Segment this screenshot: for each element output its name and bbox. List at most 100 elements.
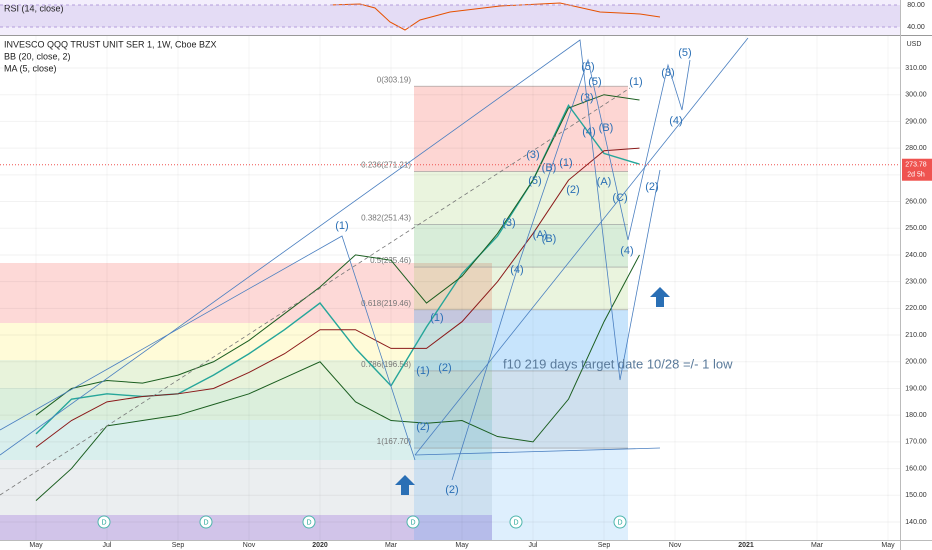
fib-zone (0, 420, 492, 460)
trendline (0, 87, 631, 496)
y-tick-label: 300.00 (905, 92, 927, 99)
trendline (0, 235, 416, 461)
dividend-marker (406, 515, 420, 529)
wave-label: (A) (533, 229, 548, 241)
y-tick-label: 220.00 (905, 305, 927, 312)
wave-label: (2) (416, 421, 429, 433)
dividend-marker (613, 515, 627, 529)
wave-label: (B) (599, 122, 614, 134)
wave-label: (B) (542, 162, 557, 174)
y-tick-label: 260.00 (905, 198, 927, 205)
wave-label: (4) (510, 264, 523, 276)
dividend-marker (97, 515, 111, 529)
y-tick-label: 170.00 (905, 439, 927, 446)
dividend-marker (199, 515, 213, 529)
wave-label: (2) (438, 362, 451, 374)
wave-label: (2) (566, 184, 579, 196)
fib-band (414, 309, 628, 371)
wave-label: (5) (588, 76, 601, 88)
arrow (395, 475, 415, 495)
rsi-tick-label: 80.00 (907, 2, 925, 9)
fib-label: 0.786(196.58) (361, 360, 411, 369)
wave-label: (4) (669, 115, 682, 127)
y-tick-label: 150.00 (905, 492, 927, 499)
currency: USD (907, 41, 922, 48)
chart-title: INVESCO QQQ TRUST UNIT SER 1, 1W, Cboe B… (4, 39, 217, 49)
grid (0, 36, 900, 540)
fib-band (414, 224, 628, 268)
rsi-label: RSI (14, close) (4, 3, 64, 13)
wave-label: (A) (597, 176, 612, 188)
wave-path (451, 58, 691, 481)
x-tick-label: May (455, 542, 469, 549)
y-tick-label: 290.00 (905, 118, 927, 125)
y-tick-label: 280.00 (905, 145, 927, 152)
series-line (35, 94, 640, 416)
fib-label: 1(167.70) (377, 437, 412, 446)
wave-label: (5) (528, 175, 541, 187)
dividend-label: D (617, 519, 622, 526)
x-tick-label: Jul (529, 542, 538, 549)
y-tick-label: 180.00 (905, 412, 927, 419)
fib-zone (0, 460, 492, 515)
wave-label: (1) (416, 365, 429, 377)
last-price-label: 273.78 (905, 162, 927, 169)
dividend-label: D (410, 519, 415, 526)
x-tick-label: Nov (243, 542, 256, 549)
last-price-box (902, 158, 932, 181)
x-tick-label: Mar (385, 542, 398, 549)
wave-label: (3) (526, 149, 539, 161)
wave-labels: (1) (1) (2) (2) (1) (2) (3) (4) (A) (B) … (335, 47, 691, 496)
indicator-label: BB (20, close, 2) (4, 51, 71, 61)
wave-label: (5) (678, 47, 691, 59)
y-tick-label: 190.00 (905, 385, 927, 392)
series (35, 94, 640, 502)
x-tick-label: Nov (669, 542, 682, 549)
series-line (35, 254, 640, 502)
wave-label: (1) (559, 157, 572, 169)
wave-label: (1) (629, 76, 642, 88)
wave-label: (B) (542, 233, 557, 245)
x-tick-label: 2021 (738, 542, 754, 549)
dividend-marker (509, 515, 523, 529)
dividend-label: D (306, 519, 311, 526)
fib-label: 0(303.19) (377, 75, 412, 84)
wave-label: (1) (335, 220, 348, 232)
y-tick-label: 210.00 (905, 332, 927, 339)
wave-label: (C) (612, 192, 627, 204)
series-line (35, 147, 640, 448)
x-tick-label: Sep (172, 542, 185, 549)
y-tick-label: 310.00 (905, 65, 927, 72)
rsi-pane (0, 0, 900, 35)
arrows (395, 287, 670, 495)
dividend-label: D (513, 519, 518, 526)
y-tick-label: 200.00 (905, 359, 927, 366)
x-tick-label: 2020 (312, 542, 328, 549)
x-tick-label: May (29, 542, 43, 549)
rsi-band (0, 5, 900, 27)
fib-label: 0.618(219.46) (361, 299, 411, 308)
trendline (414, 447, 661, 456)
rsi-tick-label: 40.00 (907, 24, 925, 31)
trendline (414, 37, 749, 456)
y-tick-label: 230.00 (905, 278, 927, 285)
indicator-label: MA (5, close) (4, 63, 57, 73)
dividend-label: D (101, 519, 106, 526)
y-tick-label: 140.00 (905, 519, 927, 526)
wave-label: (4) (620, 245, 633, 257)
fib-label: 0.382(251.43) (361, 214, 411, 223)
wave-label: (2) (645, 181, 658, 193)
y-tick-label: 240.00 (905, 252, 927, 259)
wave-label: (3) (580, 92, 593, 104)
fib-band (414, 267, 628, 310)
x-tick-label: Sep (598, 542, 611, 549)
fib-zone (0, 263, 492, 323)
dividend-label: D (203, 519, 208, 526)
arrow (650, 287, 670, 307)
fib-band (414, 86, 628, 172)
trendlines (0, 37, 749, 496)
rsi-line (329, 2, 661, 31)
wave-label: (3) (661, 67, 674, 79)
y-tick-label: 250.00 (905, 225, 927, 232)
